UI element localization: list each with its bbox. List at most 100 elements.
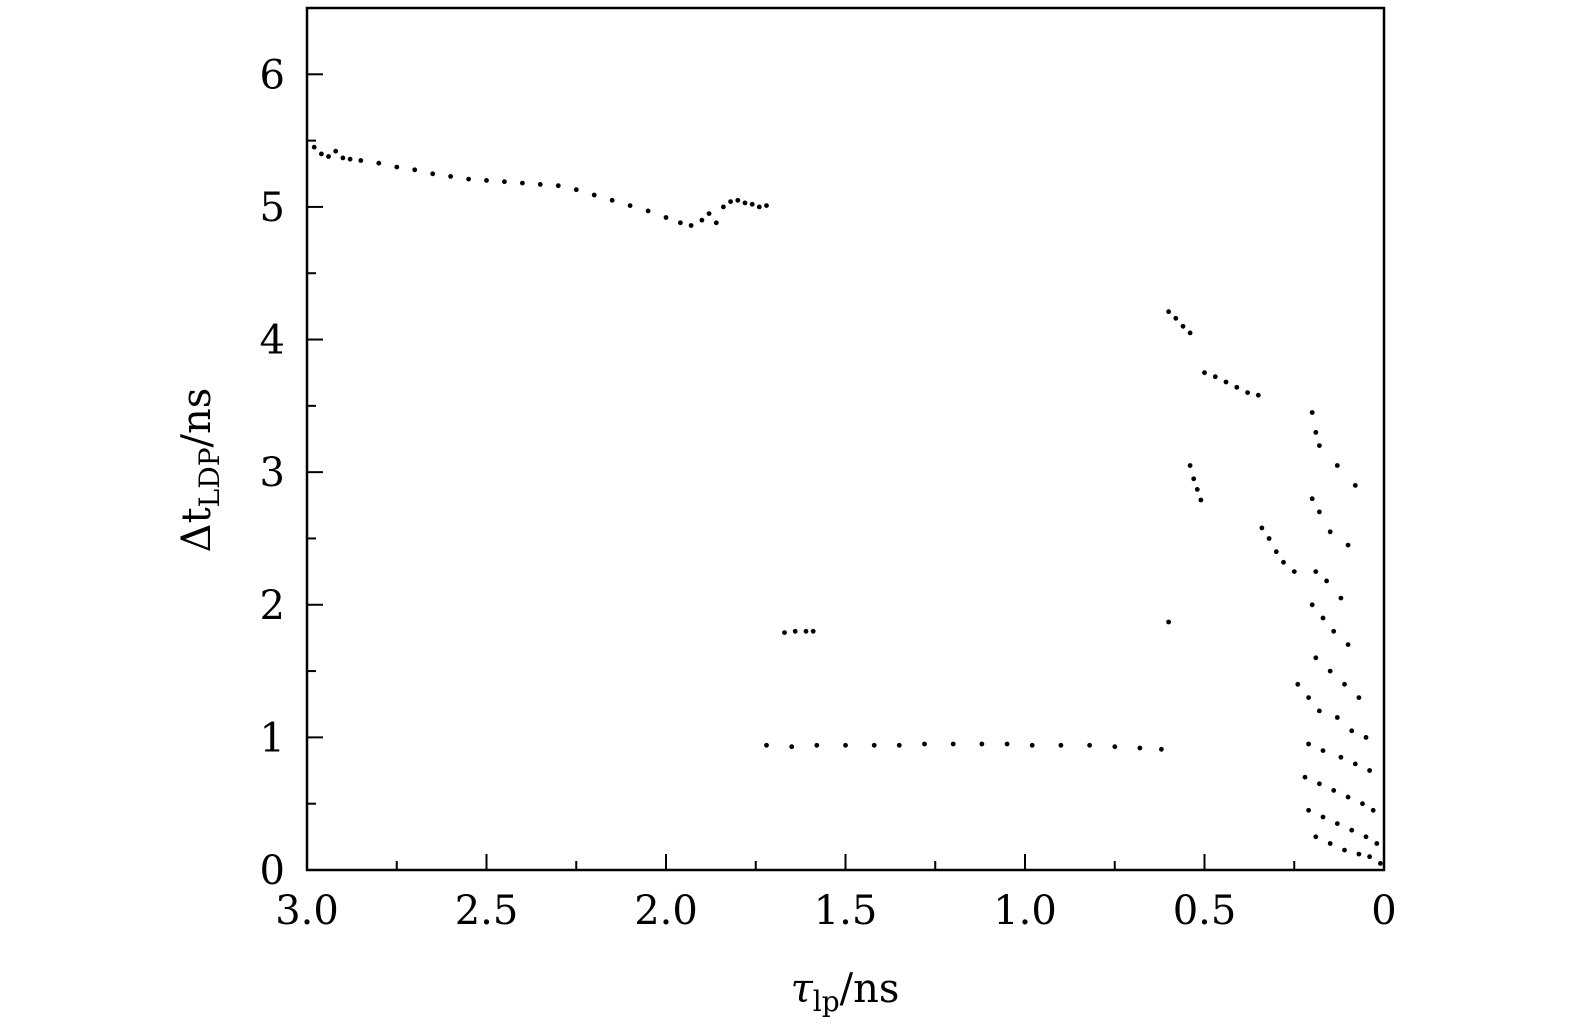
data-point	[311, 144, 317, 150]
data-point	[1342, 847, 1347, 853]
data-point	[764, 742, 769, 748]
data-point	[1345, 642, 1351, 647]
data-point	[376, 160, 382, 166]
data-point	[1324, 578, 1329, 584]
y-tick-label: 0	[260, 848, 285, 894]
data-point	[749, 201, 755, 207]
data-point	[1302, 774, 1308, 780]
y-axis-title: ΔtLDP/ns	[174, 388, 226, 553]
data-point	[1349, 827, 1355, 833]
data-point	[1306, 695, 1311, 700]
data-point	[1306, 741, 1311, 747]
x-tick-label: 3.0	[275, 888, 339, 934]
data-point	[1345, 794, 1351, 800]
data-point	[326, 154, 331, 159]
data-point	[1360, 801, 1365, 807]
data-point	[699, 217, 705, 223]
data-point	[713, 220, 719, 226]
data-point	[1291, 569, 1297, 574]
data-point	[537, 182, 543, 187]
data-point	[1234, 384, 1240, 390]
data-point	[1334, 715, 1340, 720]
data-point	[721, 204, 726, 210]
data-point	[1191, 476, 1197, 482]
y-axis: 0 1 2 3 4 5 6	[260, 52, 323, 894]
data-point	[1159, 746, 1164, 752]
data-point	[810, 628, 816, 634]
data-point	[1338, 754, 1344, 760]
data-point	[1255, 392, 1261, 398]
data-point	[1320, 814, 1326, 820]
data-point	[1259, 525, 1265, 531]
data-point	[484, 178, 489, 183]
data-point	[1187, 330, 1193, 336]
x-axis-title: τlp/ns	[791, 966, 900, 1018]
data-point	[728, 199, 733, 205]
x-tick-label: 2.5	[455, 888, 519, 934]
data-point	[1334, 821, 1340, 826]
data-point	[1320, 748, 1326, 753]
data-point	[1320, 615, 1326, 621]
y-tick-label: 5	[260, 185, 285, 231]
x-tick-label: 1.0	[993, 888, 1057, 934]
data-point	[609, 197, 615, 203]
data-point	[1356, 851, 1362, 857]
data-point	[1137, 745, 1143, 751]
data-point	[319, 151, 324, 157]
data-point	[706, 211, 712, 217]
data-point	[1367, 854, 1372, 860]
data-point	[1345, 542, 1351, 548]
data-point	[1356, 695, 1362, 700]
data-point	[1378, 861, 1383, 866]
data-point	[1313, 655, 1319, 661]
data-point	[1317, 781, 1322, 787]
y-tick-label: 1	[260, 715, 285, 761]
data-point	[627, 203, 633, 209]
data-point	[333, 148, 339, 154]
data-point	[663, 215, 669, 220]
y-tick-label: 2	[260, 583, 285, 629]
data-point	[782, 630, 787, 635]
data-point	[1342, 681, 1347, 687]
data-point	[678, 220, 683, 226]
data-point	[1173, 315, 1179, 321]
y-tick-label: 6	[260, 52, 285, 98]
data-point	[1029, 742, 1035, 748]
data-point	[1331, 788, 1337, 793]
data-point	[1166, 619, 1171, 625]
data-point	[1349, 728, 1355, 734]
x-tick-label: 2.0	[634, 888, 698, 934]
data-point	[1313, 430, 1319, 435]
data-point	[1370, 807, 1376, 813]
data-point	[412, 167, 418, 173]
x-tick-label: 0.5	[1173, 888, 1237, 934]
data-point	[1112, 744, 1118, 750]
data-point	[792, 628, 798, 634]
data-point	[573, 187, 579, 193]
data-point	[871, 742, 877, 748]
data-point	[591, 192, 597, 198]
x-axis: 3.0 2.5 2.0 1.5 1.0 0.5 0	[275, 854, 1397, 934]
data-point	[979, 741, 985, 747]
data-point	[1295, 681, 1301, 687]
data-point	[814, 742, 820, 748]
data-point	[1004, 741, 1010, 747]
data-point	[1317, 509, 1322, 515]
data-point	[555, 183, 561, 189]
data-point	[1313, 569, 1319, 574]
data-point	[764, 203, 769, 209]
data-point	[340, 155, 346, 161]
data-point	[466, 176, 471, 182]
data-point	[502, 179, 507, 185]
data-point	[347, 156, 353, 162]
data-point	[1309, 410, 1315, 415]
data-point	[742, 200, 748, 206]
data-point	[358, 158, 364, 163]
data-point	[1180, 323, 1186, 329]
y-tick-label: 4	[260, 318, 285, 364]
data-point	[1309, 496, 1315, 502]
data-point	[1327, 529, 1333, 535]
data-point	[1331, 628, 1337, 634]
data-point	[756, 204, 762, 210]
